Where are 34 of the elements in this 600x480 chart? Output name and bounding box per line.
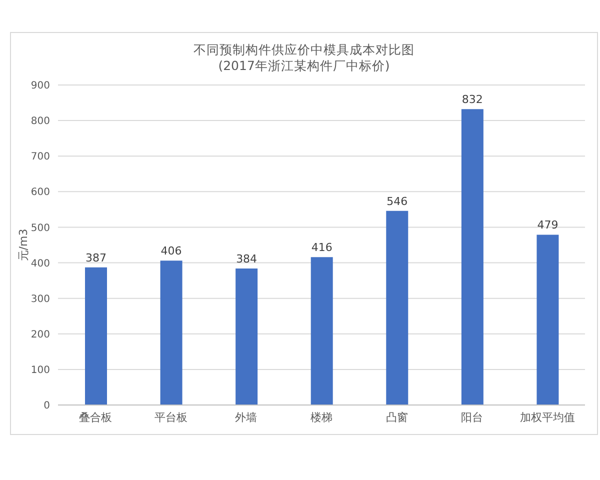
data-label: 832 [462,93,483,106]
chart-title: 不同预制构件供应价中模具成本对比图 [192,42,416,58]
bar [160,260,182,405]
bar [310,257,333,405]
data-label: 384 [236,252,258,266]
y-tick-label: 0 [44,400,50,412]
x-tick-label: 平台板 [154,410,188,424]
y-tick-label: 700 [30,152,50,163]
bar [461,109,484,405]
y-tick-label: 100 [30,364,50,376]
x-tick-label: 楼梯 [310,410,332,424]
bar [85,267,107,405]
data-label: 406 [160,244,182,258]
bar [536,234,559,405]
x-tick-label: 加权平均值 [520,410,575,424]
x-tick-label: 叠合板 [79,410,112,424]
y-axis-title: 元/m3 [16,228,30,262]
x-tick-label: 凸窗 [386,410,408,424]
x-tick-label: 外墙 [235,410,258,424]
y-tick-label: 900 [30,80,50,92]
y-tick-label: 500 [30,222,50,234]
y-tick-label: 300 [30,294,50,305]
data-label: 387 [86,251,106,264]
chart-subtitle: (2017年浙江某构件厂中标价) [217,58,391,74]
data-label: 416 [311,241,332,254]
data-label: 546 [386,194,408,208]
x-tick-label: 阳台 [461,410,484,424]
bar [386,210,408,405]
data-label: 479 [537,218,558,232]
y-tick-label: 200 [30,329,50,340]
y-tick-label: 600 [30,187,50,198]
bar [236,268,258,405]
y-tick-label: 400 [30,258,50,270]
y-tick-label: 800 [30,116,50,128]
